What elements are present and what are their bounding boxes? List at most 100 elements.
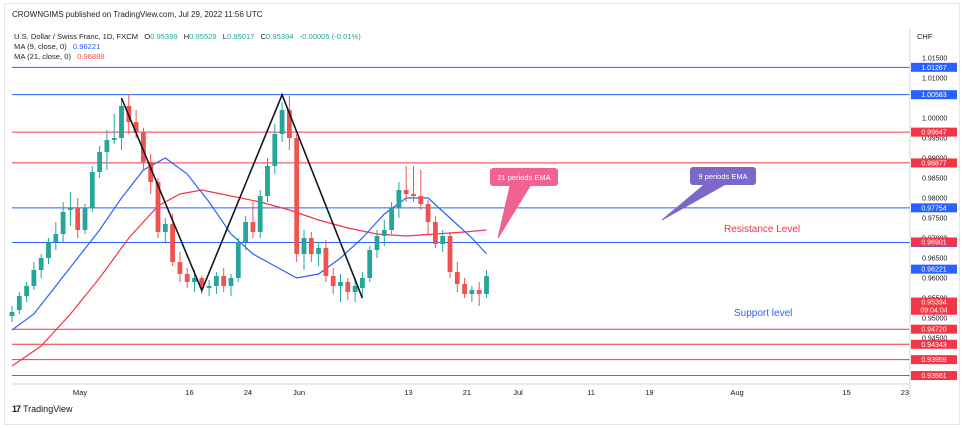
- price-tag-bg: [911, 62, 957, 72]
- candle-32: [243, 216, 248, 250]
- candle-body: [381, 230, 387, 236]
- candle-55: [411, 166, 416, 202]
- price-tag-bg: [911, 339, 957, 349]
- price-tag-label: 0.96901: [921, 239, 946, 246]
- price-tag-11: 0.96221: [911, 264, 957, 274]
- candle-39: [294, 134, 300, 262]
- candle-body: [155, 182, 161, 232]
- y-tick-10: 0.96000: [922, 276, 947, 283]
- candle-body: [97, 152, 102, 172]
- annotations: 21 periods EMA 9 periods EMA Resistance Le…: [490, 167, 800, 319]
- y-tick-2: 1.00000: [922, 116, 947, 123]
- callout-9ema-box: [690, 167, 756, 185]
- candle-body: [389, 208, 394, 230]
- candle-31: [235, 238, 241, 282]
- candle-9: [75, 198, 81, 238]
- ma9-line: [11, 157, 487, 331]
- candle-46: [345, 278, 351, 300]
- candle-6: [53, 222, 59, 250]
- candle-40: [301, 230, 307, 270]
- candle-63: [469, 286, 475, 302]
- candle-30: [228, 274, 234, 296]
- candle-body: [31, 270, 37, 286]
- candle-45: [338, 274, 343, 302]
- y-tick-3: 0.99500: [922, 136, 947, 143]
- price-axis[interactable]: 1.015001.010001.000000.995000.990000.985…: [909, 28, 947, 398]
- callout-9ema-pointer: [661, 184, 726, 221]
- candle-body: [279, 110, 285, 134]
- candle-body: [469, 290, 475, 294]
- candle-body: [68, 208, 73, 210]
- currency-label: CHF: [917, 32, 933, 41]
- legend-open: O0.95399: [144, 32, 178, 41]
- candle-body: [433, 222, 438, 244]
- price-tag-7: 0.94343: [911, 339, 957, 349]
- candle-8: [68, 192, 73, 226]
- candle-body: [440, 236, 446, 244]
- price-tag-bg: [911, 127, 957, 137]
- candle-body: [323, 248, 329, 276]
- x-tick-5: 21: [463, 388, 471, 397]
- price-tag-label: 0.99647: [921, 130, 946, 137]
- tradingview-logo-text: TradingView: [23, 404, 73, 414]
- candle-body: [89, 172, 95, 208]
- candle-65: [484, 270, 489, 298]
- candle-body: [352, 286, 358, 292]
- legend-ma9-row[interactable]: MA (9, close, 0) 0.96221: [14, 42, 365, 52]
- legend-ma21-row[interactable]: MA (21, close, 0) 0.96888: [14, 52, 365, 62]
- pattern-zigzag: [120, 92, 364, 299]
- y-tick-0: 1.01500: [922, 56, 947, 63]
- tradingview-logo-icon: 17: [12, 404, 21, 414]
- x-tick-11: 23: [901, 388, 909, 397]
- candle-22: [170, 214, 175, 266]
- x-tick-4: 13: [404, 388, 412, 397]
- candle-body: [206, 286, 212, 288]
- price-tag-label: 0.94720: [921, 327, 946, 334]
- candle-body: [199, 278, 205, 288]
- x-tick-10: 15: [842, 388, 850, 397]
- legend-symbol-row: U.S. Dollar / Swiss Franc, 1D, FXCM O0.9…: [14, 32, 365, 42]
- candle-2: [24, 282, 29, 302]
- candle-24: [184, 268, 190, 288]
- candle-0: [9, 306, 15, 322]
- candle-body: [192, 278, 197, 282]
- price-tag-label: 0.96221: [921, 267, 946, 274]
- price-tag-label: 1.01267: [921, 65, 946, 72]
- candle-body: [9, 312, 15, 316]
- legend-ma9-value: 0.96221: [72, 42, 101, 51]
- candle-10: [82, 204, 88, 234]
- candle-23: [177, 252, 183, 282]
- x-tick-1: 16: [185, 388, 193, 397]
- candle-20: [155, 178, 161, 238]
- y-tick-5: 0.98500: [922, 176, 947, 183]
- price-tag-1: 1.00583: [911, 90, 957, 100]
- candle-body: [447, 236, 453, 272]
- legend-close: C0.95394: [260, 32, 294, 41]
- candle-37: [279, 102, 285, 142]
- tradingview-logo[interactable]: 17 TradingView: [12, 404, 73, 414]
- candle-body: [162, 224, 168, 232]
- candle-body: [330, 276, 336, 286]
- candle-body: [119, 106, 124, 138]
- chart-frame: [4, 3, 960, 425]
- publisher-line: CROWNGIMS published on TradingView.com, …: [12, 10, 263, 19]
- x-tick-3: Jun: [293, 388, 305, 397]
- price-tag-bg: [911, 264, 957, 274]
- legend-low: L0.95017: [222, 32, 255, 41]
- price-tag-9: 0.93561: [911, 371, 957, 381]
- candle-body: [367, 250, 373, 278]
- candle-11: [89, 166, 95, 212]
- candle-body: [82, 208, 88, 230]
- horizontal-levels: [12, 66, 910, 377]
- candle-14: [111, 114, 117, 144]
- candle-body: [228, 278, 234, 286]
- time-axis[interactable]: May 16 24 Jun 13 21 Jul 11 19 Aug 15 23: [12, 383, 910, 397]
- candle-body: [60, 212, 66, 234]
- candle-body: [16, 296, 22, 310]
- double-top-pattern: [120, 92, 364, 299]
- candle-body: [141, 132, 146, 162]
- y-tick-6: 0.98000: [922, 196, 947, 203]
- ma21-line: [11, 189, 487, 367]
